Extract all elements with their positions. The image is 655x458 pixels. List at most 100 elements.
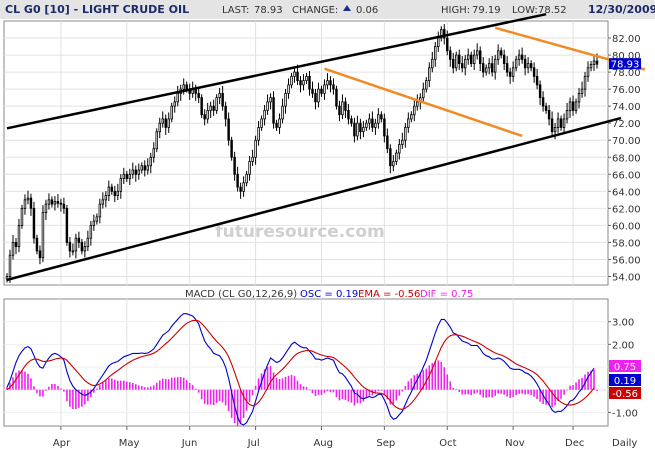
- x-month-label: Apr: [53, 438, 71, 449]
- candle-body: [440, 29, 443, 39]
- candle-body: [574, 101, 578, 111]
- histogram-bar: [512, 389, 514, 397]
- histogram-bar: [120, 380, 122, 390]
- histogram-bar: [182, 377, 185, 390]
- candle-body: [326, 80, 329, 86]
- candle-body: [128, 173, 132, 179]
- histogram-bar: [503, 389, 505, 395]
- candle-body: [317, 88, 320, 103]
- histogram-bar: [449, 381, 452, 390]
- histogram-bar: [596, 389, 598, 391]
- macd-title: MACD (CL G0,12,26,9): [185, 289, 297, 300]
- x-month-label: Oct: [439, 438, 456, 449]
- candle-body: [341, 101, 344, 116]
- chart-symbol: CL G0 [10] - LIGHT CRUDE OIL: [5, 3, 189, 16]
- macd-value-box: [609, 387, 641, 399]
- histogram-bar: [530, 389, 532, 396]
- candle-body: [314, 92, 317, 103]
- histogram-bar: [143, 387, 146, 390]
- histogram-bar: [263, 369, 266, 390]
- channel-lower-line: [6, 116, 622, 282]
- histogram-bar: [212, 389, 215, 406]
- candle-body: [392, 161, 395, 167]
- histogram-bar: [155, 382, 158, 390]
- candle-body: [359, 122, 362, 133]
- x-month-label: Aug: [313, 438, 333, 449]
- candle-body: [194, 88, 197, 94]
- histogram-bar: [440, 361, 443, 390]
- candle-body: [559, 118, 563, 128]
- candle-body: [401, 139, 404, 145]
- histogram-bar: [75, 389, 77, 409]
- candle-body: [544, 105, 548, 111]
- candle-body: [17, 224, 21, 248]
- histogram-bar: [48, 386, 50, 390]
- candle-body: [236, 173, 239, 188]
- candle-body: [356, 122, 359, 137]
- candle-body: [299, 80, 302, 86]
- histogram-bar: [569, 385, 571, 390]
- candle-body: [368, 118, 371, 124]
- histogram-bar: [383, 389, 386, 395]
- candle-body: [362, 127, 365, 133]
- price-tick-label: 76.00: [612, 85, 641, 96]
- histogram-bar: [467, 389, 470, 395]
- candle-body: [233, 156, 236, 175]
- histogram-bar: [33, 386, 35, 390]
- candle-body: [532, 67, 536, 77]
- candle-body: [472, 54, 476, 64]
- histogram-bar: [554, 389, 556, 406]
- price-tick-label: 82.00: [612, 34, 641, 45]
- x-month-label: Sep: [376, 438, 395, 449]
- candle-body: [260, 118, 263, 128]
- candle-body: [374, 122, 377, 128]
- candle-body: [511, 67, 515, 77]
- histogram-bar: [105, 380, 107, 390]
- histogram-bar: [446, 374, 449, 390]
- histogram-bar: [66, 389, 68, 402]
- candle-body: [293, 71, 296, 77]
- histogram-bar: [398, 389, 401, 396]
- candle-body: [577, 92, 581, 103]
- histogram-bar: [428, 365, 431, 390]
- histogram-bar: [470, 389, 473, 396]
- last-value: 78.93: [254, 5, 283, 16]
- candle-body: [266, 101, 269, 111]
- candle-body: [125, 173, 129, 179]
- histogram-bar: [125, 381, 128, 390]
- candle-body: [74, 237, 78, 252]
- histogram-bar: [266, 366, 269, 390]
- histogram-bar: [302, 386, 305, 390]
- histogram-bar: [476, 389, 479, 393]
- candle-body: [143, 165, 146, 171]
- candle-body: [170, 105, 173, 120]
- histogram-bar: [506, 389, 508, 397]
- macd-lines: [6, 313, 595, 426]
- histogram-bar: [374, 389, 377, 394]
- candle-body: [83, 246, 87, 252]
- candle-body: [389, 148, 392, 167]
- histogram-bar: [93, 389, 95, 393]
- candle-body: [466, 54, 470, 60]
- histogram-bar: [359, 389, 362, 404]
- histogram-bar: [527, 389, 529, 395]
- candle-body: [113, 190, 117, 196]
- candle-body: [455, 54, 458, 69]
- histogram-bar: [311, 389, 314, 394]
- candle-body: [251, 156, 254, 162]
- histogram-bar: [269, 365, 272, 390]
- candle-body: [547, 110, 551, 120]
- candle-body: [281, 105, 284, 120]
- price-panel: [3, 20, 609, 286]
- price-tick-label: 70.00: [612, 136, 641, 147]
- macd-legend-ema: EMA = -0.56: [358, 289, 420, 300]
- candle-body: [89, 224, 93, 239]
- candle-body: [209, 105, 212, 111]
- histogram-bar: [401, 389, 404, 392]
- histogram-bar: [215, 389, 218, 403]
- candle-body: [505, 63, 509, 73]
- candle-body: [131, 169, 135, 175]
- candle-body: [68, 242, 72, 252]
- histogram-bar: [158, 380, 161, 390]
